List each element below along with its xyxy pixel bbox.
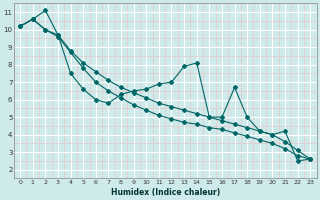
X-axis label: Humidex (Indice chaleur): Humidex (Indice chaleur) [111,188,220,197]
